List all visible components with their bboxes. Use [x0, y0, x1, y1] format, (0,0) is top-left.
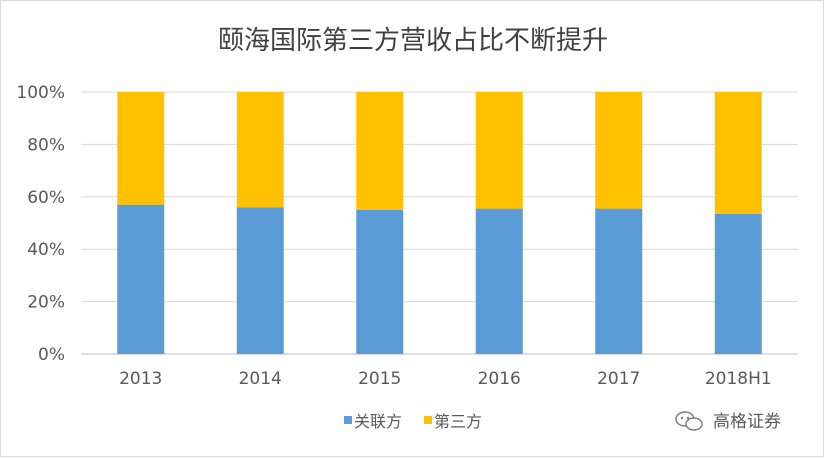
- legend-swatch: [344, 416, 352, 424]
- x-tick-label: 2018H1: [705, 369, 772, 389]
- bar-第三方-2013: [117, 92, 165, 205]
- watermark: 高格证券: [675, 411, 781, 432]
- bar-第三方-2016: [475, 92, 523, 209]
- legend-label: 第三方: [434, 412, 482, 431]
- bar-关联方-2014: [236, 207, 284, 354]
- x-tick-label: 2014: [239, 369, 282, 389]
- bar-关联方-2015: [356, 209, 404, 354]
- y-tick-label: 40%: [27, 240, 65, 260]
- gridlines: [81, 91, 798, 355]
- bar-关联方-2016: [475, 208, 523, 354]
- bar-关联方-2018H1: [714, 213, 762, 354]
- x-tick-label: 2015: [358, 369, 401, 389]
- bar-关联方-2017: [595, 208, 643, 354]
- legend-swatch: [424, 416, 432, 424]
- y-axis-ticks: 0% 20% 40% 60% 80% 100%: [16, 83, 65, 365]
- y-tick-label: 80%: [27, 135, 65, 155]
- watermark-text: 高格证券: [713, 412, 781, 432]
- y-tick-label: 0%: [38, 345, 65, 365]
- wechat-icon: [675, 411, 703, 431]
- bar-第三方-2018H1: [714, 92, 762, 214]
- legend: 关联方 第三方: [344, 412, 482, 431]
- bar-第三方-2017: [595, 92, 643, 209]
- x-tick-label: 2017: [597, 369, 640, 389]
- x-tick-label: 2013: [119, 369, 162, 389]
- y-tick-label: 60%: [27, 188, 65, 208]
- x-axis-ticks: 2013 2014 2015 2016 2017 2018H1: [119, 369, 772, 389]
- bar-第三方-2014: [236, 92, 284, 208]
- bar-第三方-2015: [356, 92, 404, 210]
- y-tick-label: 20%: [27, 293, 65, 313]
- bar-关联方-2013: [117, 204, 165, 354]
- x-tick-label: 2016: [478, 369, 521, 389]
- bars: [117, 92, 762, 354]
- chart-title: 颐海国际第三方营收占比不断提升: [218, 26, 608, 56]
- legend-label: 关联方: [354, 412, 402, 431]
- y-tick-label: 100%: [16, 83, 65, 103]
